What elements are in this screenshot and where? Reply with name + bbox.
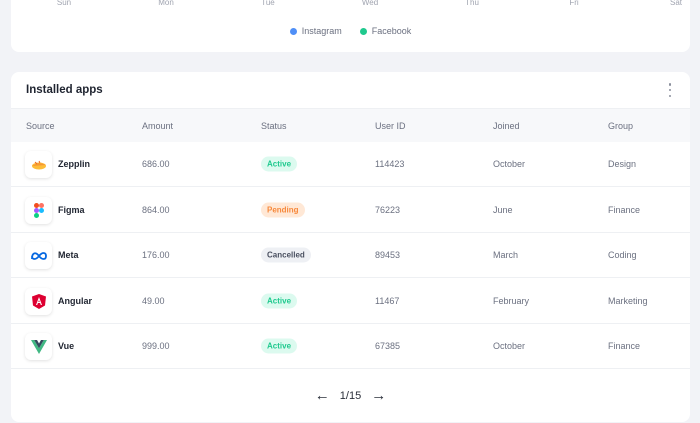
pagination: ← 1/15 → [11, 388, 690, 403]
column-header-joined[interactable]: Joined [493, 120, 520, 131]
column-header-status[interactable]: Status [261, 120, 287, 131]
cell-joined: March [493, 250, 519, 260]
status-badge: Pending [261, 202, 305, 217]
cell-amount: 176.00 [142, 250, 170, 260]
meta-icon [25, 242, 52, 269]
x-axis-tick-label: Sat [669, 0, 683, 7]
cell-group: Coding [608, 250, 637, 260]
app-name: Meta [58, 250, 79, 260]
legend-facebook[interactable]: Facebook [359, 26, 411, 36]
table-row[interactable]: Meta 176.00 Cancelled 89453 March Coding [11, 233, 690, 278]
installed-apps-card: Installed apps Source Amount Status User ID… [11, 72, 690, 422]
legend-instagram[interactable]: Instagram [289, 26, 342, 36]
cell-group: Finance [608, 341, 641, 351]
next-page-arrow-icon[interactable]: → [371, 387, 387, 404]
table-header: Source Amount Status User ID Joined Group [11, 108, 690, 142]
app-name: Figma [58, 204, 85, 215]
cell-user-id: 11467 [375, 295, 400, 306]
column-header-user-id[interactable]: User ID [375, 120, 406, 131]
status-badge: Cancelled [261, 247, 311, 263]
column-header-group[interactable]: Group [608, 120, 634, 131]
chart-card: Sun Mon Tue Wed Thu Fri Sat Instagram Facebook [11, 0, 690, 52]
cell-group: Marketing [608, 295, 648, 306]
legend-dot [289, 27, 297, 35]
cell-user-id: 76223 [375, 204, 401, 215]
angular-icon [25, 287, 52, 315]
status-badge: Active [261, 156, 298, 172]
x-axis-tick-label: Thu [465, 0, 479, 7]
cell-user-id: 114423 [375, 159, 405, 169]
table-row[interactable]: Vue 999.00 Active 67385 October Finance [11, 324, 690, 369]
card-title: Installed apps [26, 84, 103, 96]
x-axis-tick-label: Fri [569, 0, 579, 7]
cell-joined: February [493, 295, 530, 306]
app-name: Vue [58, 341, 75, 351]
column-header-source[interactable]: Source [26, 120, 55, 131]
cell-user-id: 67385 [375, 341, 401, 351]
cell-joined: June [493, 204, 513, 215]
cell-joined: October [493, 341, 526, 351]
cell-group: Finance [608, 204, 641, 215]
more-options-icon[interactable] [666, 83, 674, 97]
figma-icon [25, 196, 52, 224]
cell-amount: 686.00 [142, 159, 170, 169]
x-axis-tick-label: Sun [56, 0, 72, 7]
app-name: Zepplin [58, 159, 90, 169]
status-badge: Active [261, 338, 298, 354]
status-badge: Active [261, 293, 298, 308]
prev-page-arrow-icon[interactable]: ← [314, 387, 330, 404]
cell-amount: 49.00 [142, 295, 165, 306]
app-name: Angular [58, 295, 93, 306]
page-indicator: 1/15 [339, 389, 362, 402]
cell-user-id: 89453 [375, 250, 401, 260]
x-axis-tick-label: Tue [261, 0, 275, 7]
table-row[interactable]: Zepplin 686.00 Active 114423 October Design [11, 142, 690, 187]
cell-amount: 864.00 [142, 204, 170, 215]
x-axis-tick-label: Wed [361, 0, 379, 7]
legend-dot [359, 27, 367, 35]
cell-amount: 999.00 [142, 341, 170, 351]
cell-group: Design [608, 159, 637, 169]
table-row[interactable]: Figma 864.00 Pending 76223 June Finance [11, 188, 690, 233]
cell-joined: October [493, 159, 526, 169]
chart-legend: Instagram Facebook [11, 26, 690, 36]
x-axis-tick-label: Mon [158, 0, 174, 7]
zeplin-icon [25, 151, 52, 178]
vue-icon [25, 333, 52, 360]
table-row[interactable]: Angular 49.00 Active 11467 February Marketing [11, 279, 690, 324]
column-header-amount[interactable]: Amount [142, 120, 174, 131]
